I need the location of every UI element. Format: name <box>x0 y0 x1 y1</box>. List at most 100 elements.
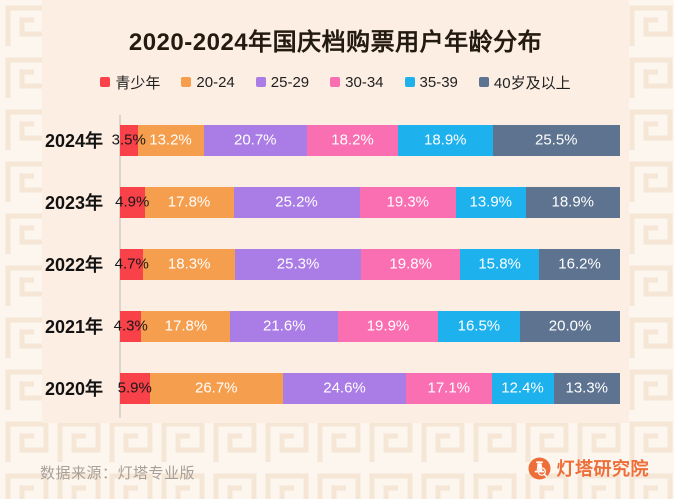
legend-label: 35-39 <box>419 73 458 91</box>
segment-value-label: 17.1% <box>427 379 471 397</box>
segment-value-label: 18.2% <box>331 131 374 149</box>
bar-track: 3.5% 13.2% 20.7% 18.2% 18.9% 25.5% <box>112 124 620 156</box>
bar-row: 2021年 4.3% 17.8% 21.6% 19.9% 16.5% 20.0% <box>42 295 629 357</box>
bar-segment: 18.3% <box>143 248 235 280</box>
bar-segment: 20.0% <box>520 310 621 342</box>
legend-item: 青少年 <box>100 72 160 93</box>
bar-segment: 5.9% <box>117 372 152 404</box>
bar-segment: 4.7% <box>115 248 149 280</box>
bar-segment: 25.3% <box>234 248 362 280</box>
segment-value-label: 5.9% <box>117 379 152 397</box>
bar-segment: 13.9% <box>456 186 526 218</box>
legend-label: 20-24 <box>196 73 235 91</box>
legend-item: 25-29 <box>255 73 310 91</box>
segment-value-label: 17.8% <box>164 317 208 335</box>
segment-value-label: 3.5% <box>111 131 146 149</box>
segment-value-label: 21.6% <box>263 317 306 335</box>
bar-segment: 26.7% <box>149 372 283 404</box>
bar-row: 2020年 5.9% 26.7% 24.6% 17.1% 12.4% 13.3% <box>42 357 629 419</box>
segment-value-label: 4.7% <box>114 255 149 273</box>
bar-segment: 19.3% <box>359 186 456 218</box>
year-label: 2021年 <box>44 317 103 337</box>
bar-segment: 13.2% <box>137 124 204 156</box>
bar-row: 2024年 3.5% 13.2% 20.7% 18.2% 18.9% 25.5% <box>42 109 629 171</box>
segment-value-label: 26.7% <box>194 379 238 397</box>
segment-value-label: 13.2% <box>149 131 192 149</box>
segment-value-label: 12.4% <box>501 379 544 397</box>
bar-segment: 16.2% <box>539 248 620 280</box>
bar-segment: 19.8% <box>361 248 461 280</box>
bar-track: 4.9% 17.8% 25.2% 19.3% 13.9% 18.9% <box>115 186 620 218</box>
brand-name: 灯塔研究院 <box>556 459 649 479</box>
bar-segment: 21.6% <box>230 310 339 342</box>
bar-segment: 18.9% <box>525 186 620 218</box>
stacked-bar-chart: 2024年 3.5% 13.2% 20.7% 18.2% 18.9% 25.5% 2023年 4… <box>42 109 629 419</box>
segment-value-label: 16.5% <box>457 317 501 335</box>
bar-segment: 16.5% <box>437 310 521 342</box>
bar-segment: 17.8% <box>141 310 231 342</box>
segment-value-label: 24.6% <box>323 379 366 397</box>
legend-item: 30-34 <box>330 73 384 91</box>
bar-track: 5.9% 26.7% 24.6% 17.1% 12.4% 13.3% <box>117 372 620 404</box>
bar-segment: 3.5% <box>112 124 146 156</box>
legend-swatch-icon <box>181 77 192 87</box>
legend-label: 25-29 <box>270 73 310 91</box>
lighthouse-logo-icon <box>528 457 550 479</box>
bar-segment: 19.9% <box>338 310 438 342</box>
segment-value-label: 25.3% <box>276 255 320 273</box>
bar-segment: 13.3% <box>553 372 620 404</box>
year-label: 2020年 <box>44 379 103 399</box>
year-label: 2024年 <box>44 131 103 151</box>
bar-segment: 4.3% <box>114 310 148 342</box>
bar-segment: 17.8% <box>144 186 234 218</box>
bar-track: 4.3% 17.8% 21.6% 19.9% 16.5% 20.0% <box>114 310 621 342</box>
legend-label: 40岁及以上 <box>493 74 571 92</box>
legend-item: 20-24 <box>181 73 235 91</box>
segment-value-label: 18.9% <box>551 193 595 211</box>
brand: 灯塔研究院 <box>528 455 650 481</box>
bar-track: 4.7% 18.3% 25.3% 19.8% 15.8% 16.2% <box>115 248 620 280</box>
bar-segment: 24.6% <box>283 372 406 404</box>
bar-segment: 20.7% <box>203 124 307 156</box>
bar-segment: 18.2% <box>307 124 398 156</box>
segment-value-label: 19.9% <box>366 317 410 335</box>
bar-segment: 4.9% <box>115 186 149 218</box>
year-label: 2022年 <box>44 255 103 275</box>
legend-item: 35-39 <box>404 73 458 91</box>
bar-segment: 25.5% <box>492 124 620 156</box>
bar-row: 2022年 4.7% 18.3% 25.3% 19.8% 15.8% 16.2% <box>42 233 629 295</box>
segment-value-label: 18.9% <box>423 131 467 149</box>
legend-swatch-icon <box>100 77 111 87</box>
segment-value-label: 25.2% <box>275 193 318 211</box>
legend-swatch-icon <box>255 77 266 87</box>
legend-label: 30-34 <box>345 73 384 91</box>
footer: 数据来源：灯塔专业版 灯塔研究院 <box>0 444 674 499</box>
bar-segment: 12.4% <box>491 372 554 404</box>
bar-segment: 15.8% <box>460 248 540 280</box>
year-label: 2023年 <box>44 193 103 213</box>
legend-swatch-icon <box>330 77 341 87</box>
data-source-note: 数据来源：灯塔专业版 <box>40 465 196 482</box>
segment-value-label: 4.3% <box>113 317 148 335</box>
segment-value-label: 15.8% <box>478 255 521 273</box>
bar-segment: 18.9% <box>398 124 493 156</box>
segment-value-label: 16.2% <box>558 255 601 273</box>
bar-segment: 25.2% <box>233 186 360 218</box>
legend-item: 40岁及以上 <box>478 72 571 93</box>
legend-swatch-icon <box>478 77 489 87</box>
legend-label: 青少年 <box>115 74 161 92</box>
legend: 青少年 20-24 25-29 30-34 35-39 40岁及以上 <box>42 72 629 93</box>
segment-value-label: 4.9% <box>115 193 150 211</box>
segment-value-label: 13.3% <box>565 379 609 397</box>
segment-value-label: 25.5% <box>534 131 578 149</box>
segment-value-label: 19.3% <box>386 193 430 211</box>
legend-swatch-icon <box>404 77 415 87</box>
chart-panel: 2020-2024年国庆档购票用户年龄分布 青少年 20-24 25-29 30-34… <box>42 0 629 423</box>
segment-value-label: 19.8% <box>389 255 432 273</box>
bar-row: 2023年 4.9% 17.8% 25.2% 19.3% 13.9% 18.9% <box>42 171 629 233</box>
chart-title: 2020-2024年国庆档购票用户年龄分布 <box>128 29 543 56</box>
segment-value-label: 17.8% <box>167 193 211 211</box>
segment-value-label: 13.9% <box>469 193 513 211</box>
segment-value-label: 20.7% <box>233 131 277 149</box>
bar-segment: 17.1% <box>406 372 492 404</box>
